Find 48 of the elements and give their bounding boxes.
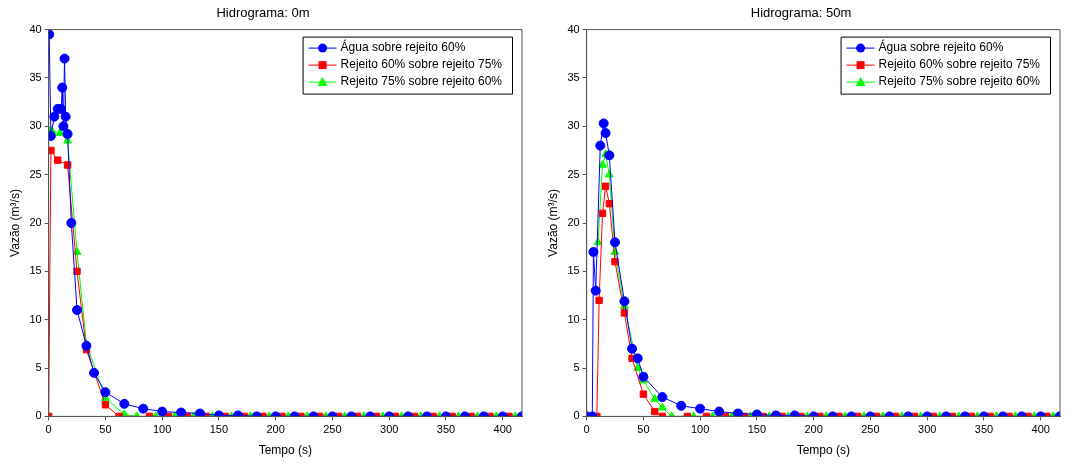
y-tick-label: 35	[567, 70, 580, 83]
y-tick-label: 15	[29, 264, 42, 277]
legend-label: Água sobre rejeito 60%	[340, 39, 466, 55]
y-tick-label: 30	[567, 119, 580, 132]
legend-label: Rejeito 75% sobre rejeito 60%	[878, 74, 1041, 89]
x-tick-label: 50	[637, 423, 650, 436]
x-axis-title: Tempo (s)	[796, 443, 850, 458]
y-tick-label: 5	[35, 361, 42, 374]
legend-label: Rejeito 75% sobre rejeito 60%	[340, 74, 503, 89]
x-tick-label: 150	[209, 423, 229, 436]
legend-label: Rejeito 60% sobre rejeito 75%	[878, 57, 1041, 72]
x-tick-label: 200	[804, 423, 823, 436]
legend-label: Água sobre rejeito 60%	[878, 39, 1004, 55]
legend-label: Rejeito 60% sobre rejeito 75%	[340, 57, 503, 72]
x-tick-label: 50	[99, 423, 112, 436]
x-tick-label: 400	[1031, 423, 1050, 436]
y-tick-label: 40	[29, 22, 42, 35]
y-tick-label: 20	[29, 216, 42, 229]
y-tick-label: 10	[567, 312, 580, 325]
chart-title: Hidrograma: 50m	[750, 5, 852, 21]
y-tick-label: 30	[29, 119, 42, 132]
y-tick-label: 10	[29, 312, 42, 325]
y-tick-label: 15	[567, 264, 580, 277]
y-tick-label: 35	[29, 70, 42, 83]
chart-title: Hidrograma: 0m	[216, 5, 310, 21]
x-tick-label: 200	[266, 423, 285, 436]
x-tick-label: 250	[861, 423, 880, 436]
y-tick-label: 25	[29, 167, 42, 180]
y-tick-label: 0	[35, 409, 42, 422]
y-tick-label: 40	[567, 22, 580, 35]
x-tick-label: 100	[152, 423, 172, 436]
x-tick-label: 100	[690, 423, 710, 436]
x-tick-label: 150	[747, 423, 767, 436]
y-axis-title: Vazão (m³/s)	[545, 189, 560, 257]
x-axis-title: Tempo (s)	[258, 443, 312, 458]
x-tick-label: 0	[583, 423, 590, 436]
y-axis-title: Vazão (m³/s)	[7, 189, 22, 257]
x-tick-label: 350	[974, 423, 994, 436]
x-tick-label: 0	[45, 423, 52, 436]
y-tick-label: 25	[567, 167, 580, 180]
x-tick-label: 350	[436, 423, 456, 436]
x-tick-label: 300	[380, 423, 399, 436]
y-tick-label: 0	[573, 409, 580, 422]
x-tick-label: 400	[493, 423, 512, 436]
x-tick-label: 250	[323, 423, 342, 436]
y-tick-label: 20	[567, 216, 580, 229]
y-tick-label: 5	[573, 361, 580, 374]
x-tick-label: 300	[918, 423, 937, 436]
